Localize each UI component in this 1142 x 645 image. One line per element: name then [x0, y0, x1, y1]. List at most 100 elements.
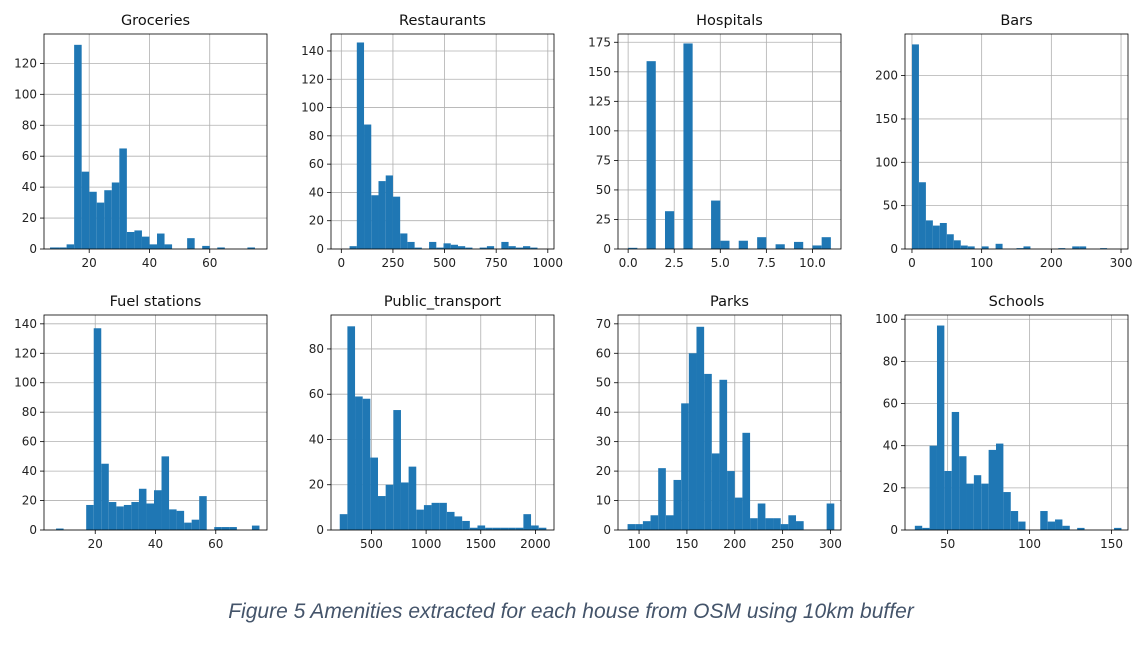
y-tick-label: 0 [603, 242, 611, 256]
histogram-panel: 100 150 200 250 300 0 10 20 30 40 50 60 70 Parks [596, 294, 842, 551]
y-tick-label: 0 [316, 523, 324, 537]
histogram-bar [1114, 527, 1122, 530]
histogram-bar [951, 411, 960, 530]
panel-title: Restaurants [399, 13, 486, 29]
histogram-bar [1003, 492, 1011, 530]
histogram-bar [500, 527, 509, 530]
histogram-bar [628, 247, 638, 249]
histogram-bar [108, 502, 117, 530]
y-tick-label: 60 [309, 157, 324, 171]
histogram-bar [199, 496, 207, 530]
histogram-bar [696, 326, 705, 530]
x-tick-label: 60 [208, 537, 223, 551]
axes-frame [330, 314, 555, 531]
x-tick-label: 1000 [411, 537, 442, 551]
histogram-bar [111, 182, 120, 249]
histogram-bar [364, 124, 372, 249]
histogram-bar [944, 470, 952, 530]
y-tick-label: 175 [588, 35, 611, 49]
histogram-bar [966, 483, 974, 530]
histogram-bar [711, 200, 721, 249]
y-tick-label: 0 [890, 242, 898, 256]
histogram-bar [821, 237, 831, 249]
y-tick-label: 100 [14, 376, 37, 390]
histogram-bar [664, 211, 675, 249]
y-tick-label: 80 [22, 118, 37, 132]
histogram-bar [457, 246, 466, 249]
x-tick-label: 7.5 [757, 256, 776, 270]
histogram-bar [780, 524, 789, 530]
histogram-bar [812, 245, 822, 249]
x-tick-label: 1000 [533, 256, 564, 270]
histogram-panel: 0 250 500 750 1000 0 20 40 60 80 100 120 140 Restaura… [301, 13, 564, 270]
histogram-bar [683, 43, 693, 250]
histogram-bar [1077, 527, 1085, 530]
histogram-bar [477, 525, 486, 530]
y-tick-label: 0 [603, 523, 611, 537]
histogram-bar [515, 527, 524, 530]
histogram-bar [720, 240, 730, 249]
histogram-bar [1040, 511, 1048, 530]
x-tick-label: 60 [202, 256, 217, 270]
y-tick-label: 60 [22, 435, 37, 449]
y-tick-label: 120 [301, 72, 324, 86]
histogram-bar [1047, 521, 1056, 530]
histogram-bar [439, 502, 447, 530]
histogram-bar [515, 247, 524, 249]
histogram-bar [385, 175, 393, 249]
y-tick-label: 20 [309, 478, 324, 492]
histogram-bar [217, 247, 225, 249]
x-tick-label: 0 [908, 256, 916, 270]
axes-frame [617, 33, 842, 250]
histogram-bar [959, 456, 967, 530]
histogram-bar [229, 527, 237, 530]
histogram-bar [400, 233, 408, 249]
x-tick-label: 200 [723, 537, 746, 551]
y-tick-label: 50 [883, 199, 898, 213]
histogram-bar [796, 521, 804, 530]
panel-title: Public_transport [384, 294, 501, 310]
y-tick-label: 140 [301, 44, 324, 58]
histogram-bar [378, 181, 386, 249]
histogram-bar [74, 44, 82, 250]
y-tick-label: 100 [588, 124, 611, 138]
histogram-bar [704, 373, 712, 530]
histogram-bar [149, 244, 158, 249]
y-tick-label: 0 [316, 242, 324, 256]
histogram-bar [446, 511, 455, 530]
histogram-panel: 50 100 150 0 20 40 60 80 100 Schools [875, 294, 1129, 551]
histogram-bar [742, 432, 751, 530]
x-tick-label: 40 [142, 256, 157, 270]
axes-frame [43, 33, 268, 250]
histogram-bar [431, 502, 440, 530]
histogram-bar [750, 518, 758, 530]
histogram-bar [1058, 248, 1066, 249]
y-tick-label: 75 [596, 153, 611, 167]
y-tick-label: 80 [22, 405, 37, 419]
x-tick-label: 500 [360, 537, 383, 551]
x-tick-label: 500 [433, 256, 456, 270]
histogram-bar [918, 182, 926, 249]
histogram-bar [929, 445, 937, 530]
y-tick-label: 100 [14, 87, 37, 101]
histogram-bar [146, 503, 154, 530]
histogram-bar [646, 61, 656, 249]
histogram-bar [953, 240, 961, 249]
y-tick-label: 40 [596, 405, 611, 419]
histogram-bar [349, 246, 357, 249]
histogram-bar [371, 195, 379, 249]
histogram-bar [479, 247, 487, 249]
histogram-panel: 500 1000 1500 2000 0 20 40 60 80 Public_transport [309, 294, 555, 551]
histogram-bar [214, 527, 222, 530]
histogram-bar [757, 503, 766, 530]
histogram-bar [485, 527, 493, 530]
histogram-bar [393, 410, 401, 530]
y-tick-label: 20 [22, 211, 37, 225]
histogram-panel: 0.0 2.5 5.0 7.5 10.0 0 25 50 75 100 125 150 175 Hospi… [588, 13, 842, 270]
histogram-bar [967, 246, 975, 249]
histogram-bar [932, 225, 940, 249]
y-tick-label: 30 [596, 435, 611, 449]
histogram-bar [981, 483, 989, 530]
x-tick-label: 300 [819, 537, 842, 551]
histogram-bar [89, 191, 97, 249]
